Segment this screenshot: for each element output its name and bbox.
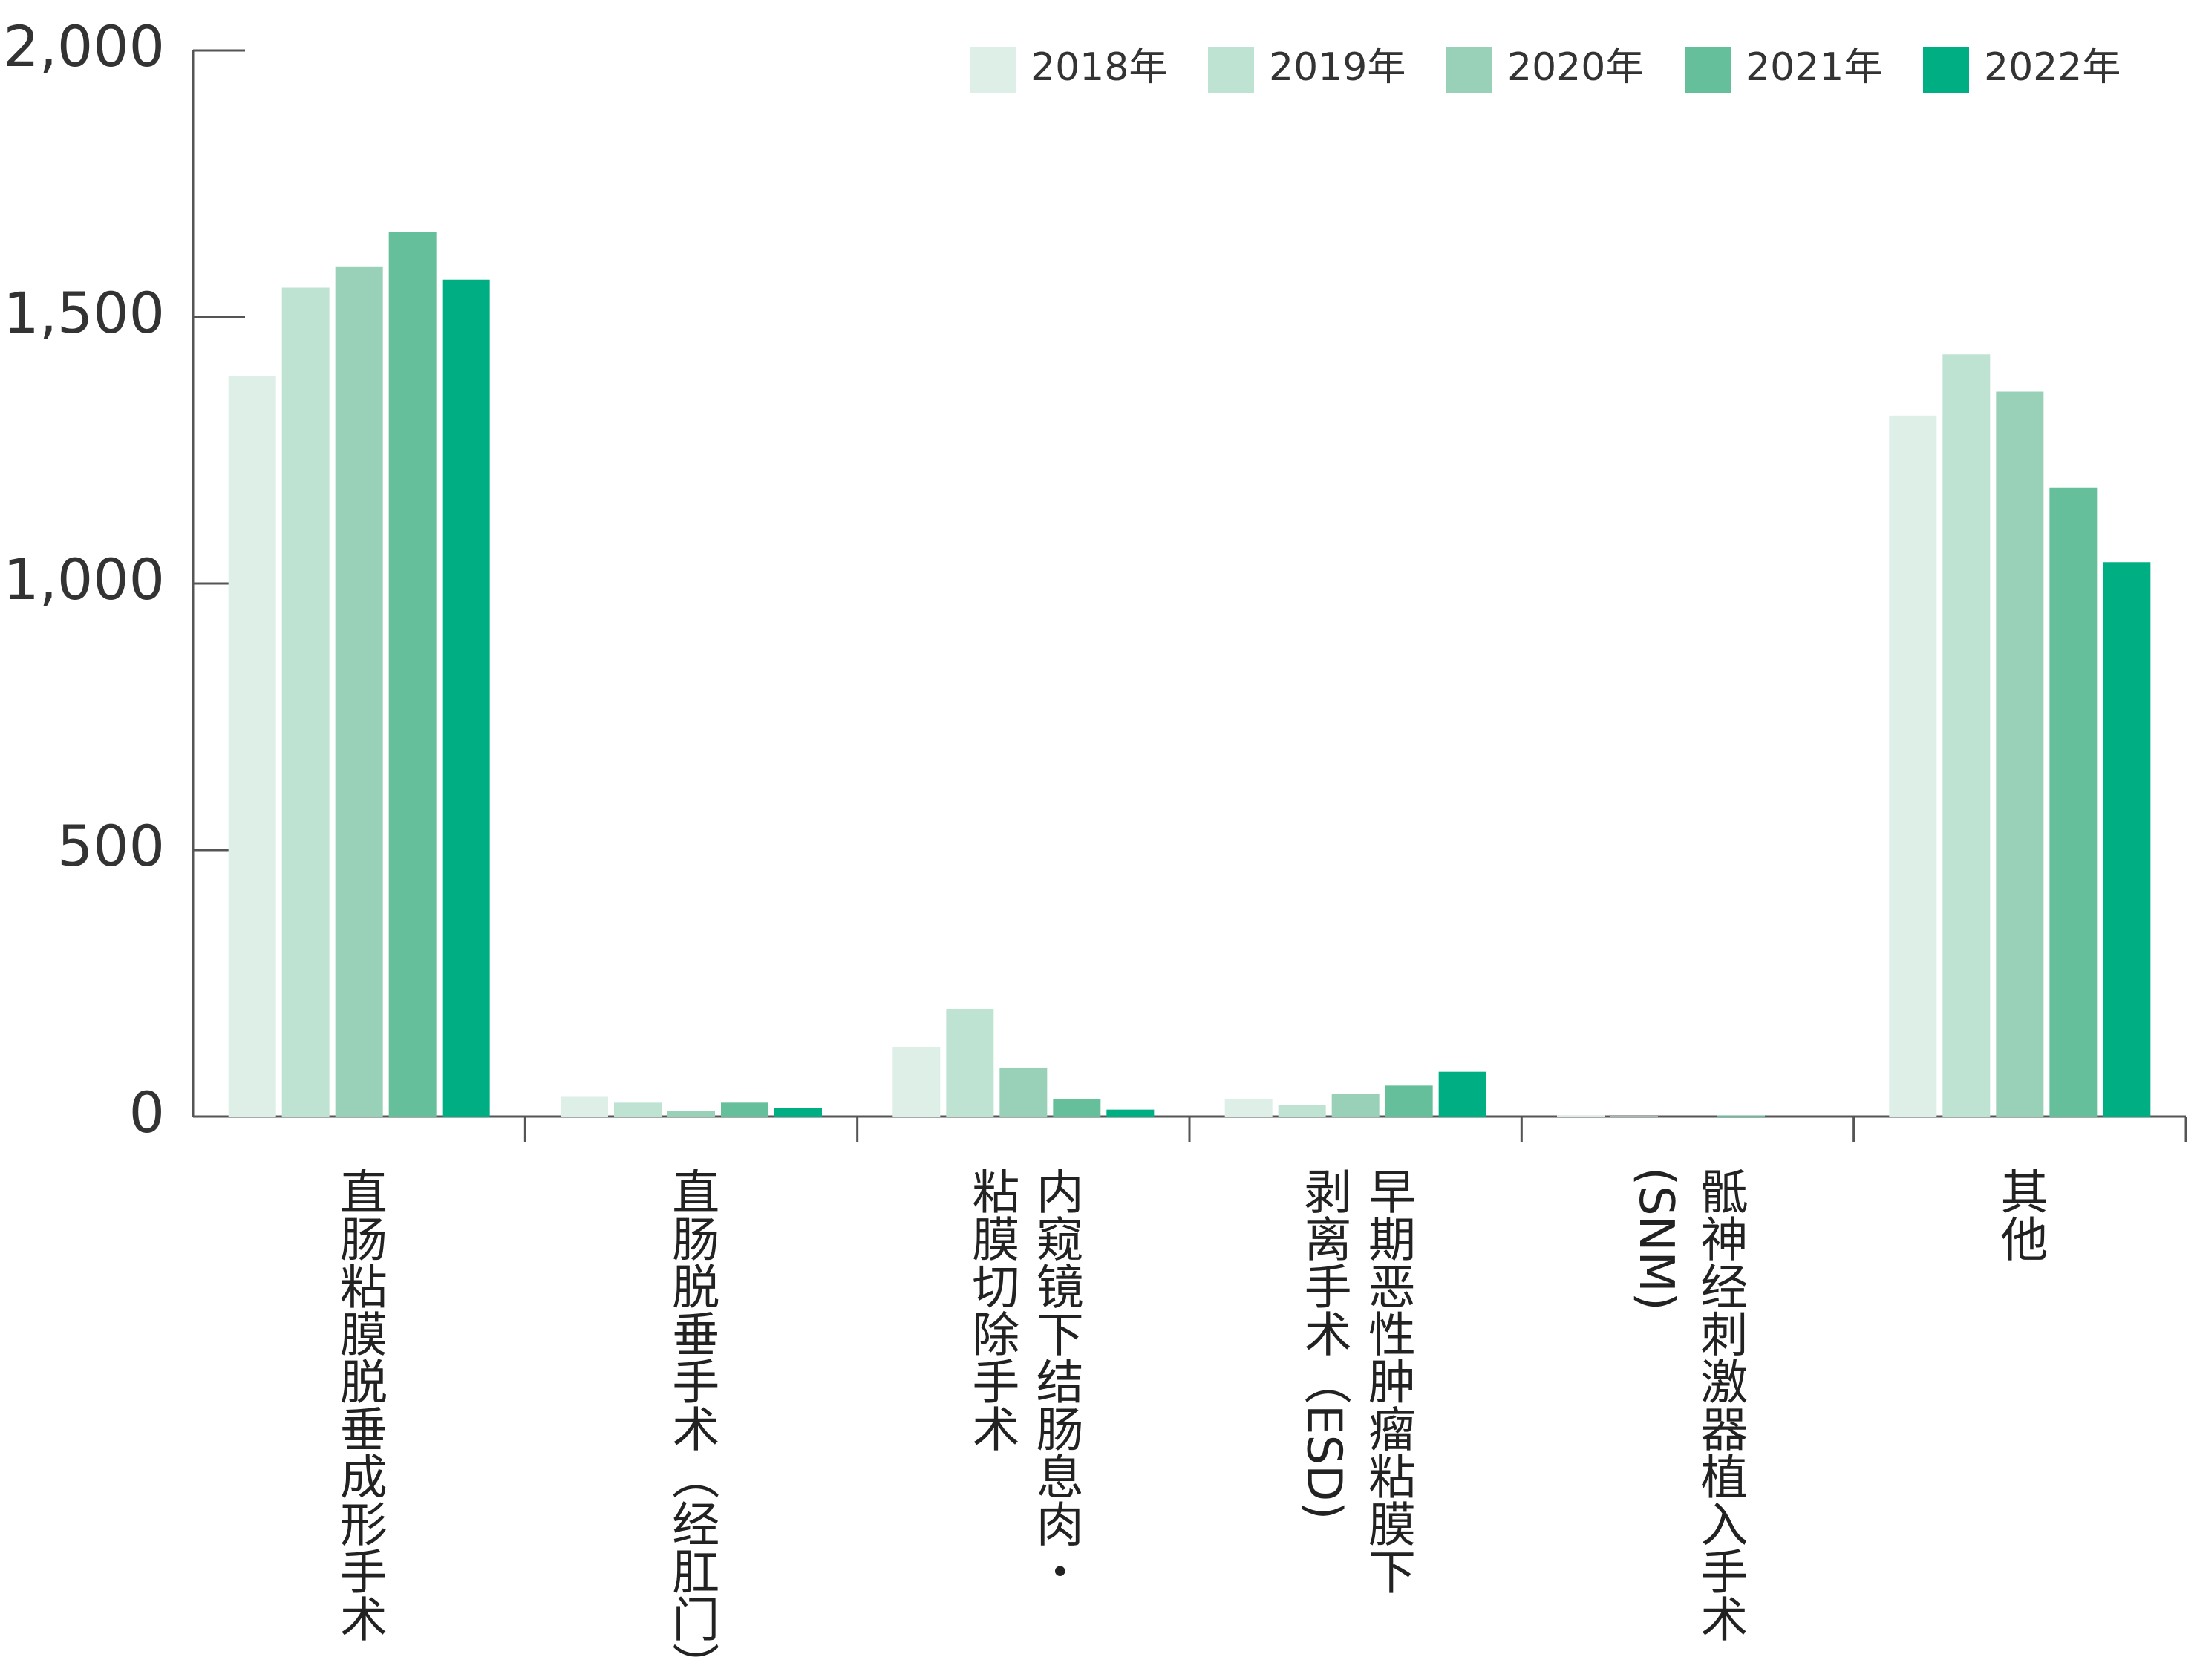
- bar: [1106, 1109, 1155, 1117]
- bar: [667, 1111, 715, 1117]
- x-tick-label: 其他: [1992, 1167, 2048, 1262]
- bar: [1717, 1115, 1765, 1117]
- bar: [2103, 562, 2151, 1117]
- bar: [721, 1102, 768, 1117]
- bar: [1438, 1071, 1486, 1117]
- bar: [999, 1067, 1048, 1117]
- legend-label: 2019年: [1269, 45, 1406, 90]
- x-tick-label: 骶神经刺激器植入手术 (SNM): [1628, 1167, 1748, 1642]
- x-tick-label: 内窥镜下结肠息肉・ 粘膜切除手术: [964, 1167, 1083, 1595]
- legend-label: 2018年: [1031, 45, 1167, 90]
- bar: [1385, 1085, 1433, 1117]
- bar: [442, 279, 490, 1117]
- legend-swatch: [1208, 47, 1254, 93]
- bar: [946, 1008, 994, 1117]
- bar: [1610, 1116, 1658, 1117]
- bar: [1278, 1105, 1326, 1117]
- legend-swatch: [1923, 47, 1969, 93]
- legend-swatch: [970, 47, 1016, 93]
- bar: [892, 1046, 941, 1117]
- legend-label: 2020年: [1507, 45, 1644, 90]
- bar: [1224, 1099, 1273, 1117]
- bar: [1557, 1115, 1605, 1117]
- bar: [1053, 1099, 1101, 1117]
- y-tick-label: 2,000: [3, 13, 165, 79]
- bar: [1996, 391, 2044, 1117]
- bar: [1942, 354, 1991, 1117]
- x-tick-label: 直肠脱垂手术（经肛门）: [664, 1167, 719, 1680]
- x-tick-label: 直肠粘膜脱垂成形手术: [331, 1167, 387, 1642]
- bar: [281, 287, 330, 1117]
- x-tick-label: 早期恶性肿瘤粘膜下 剥离手术（ESD): [1296, 1167, 1416, 1595]
- legend-label: 2022年: [1984, 45, 2121, 90]
- bar: [388, 232, 437, 1117]
- bar: [1889, 415, 1937, 1117]
- legend-swatch: [1685, 47, 1731, 93]
- bar: [614, 1102, 662, 1117]
- bar: [2049, 487, 2098, 1117]
- y-tick-label: 0: [129, 1079, 165, 1145]
- y-tick-label: 1,000: [3, 546, 165, 612]
- bar: [1331, 1094, 1380, 1117]
- bar: [774, 1108, 822, 1117]
- legend-swatch: [1446, 47, 1492, 93]
- legend-label: 2021年: [1746, 45, 1882, 90]
- bar: [335, 266, 383, 1117]
- y-tick-label: 1,500: [3, 280, 165, 346]
- bar: [228, 375, 276, 1117]
- y-tick-label: 500: [57, 813, 165, 879]
- bar: [561, 1096, 608, 1117]
